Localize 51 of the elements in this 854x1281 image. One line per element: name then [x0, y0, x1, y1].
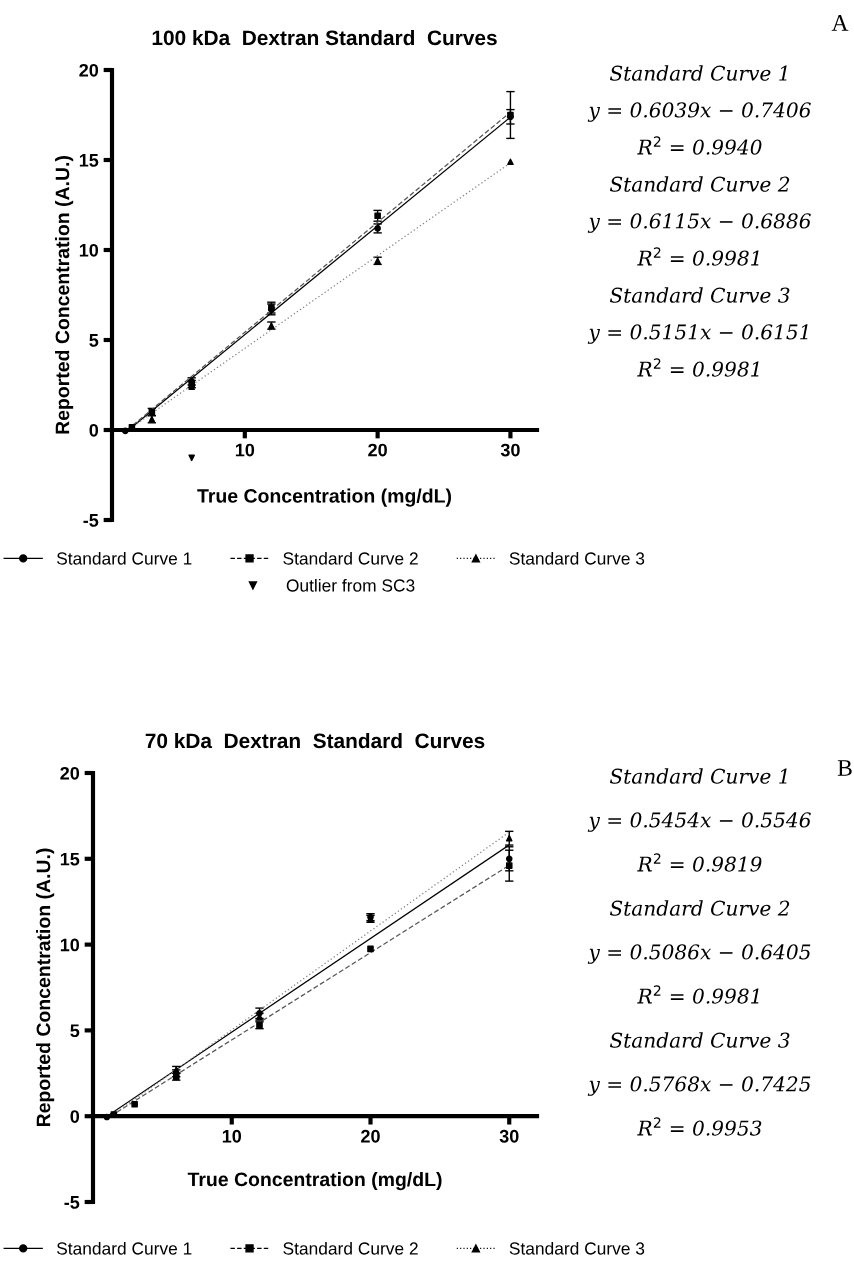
text: y = 0.6039x − 0.7406: [587, 102, 811, 122]
y-tick-label: 20: [79, 63, 99, 77]
y-tick-label: 15: [60, 852, 80, 866]
legend-label: Standard Curve 3: [509, 1241, 645, 1255]
y-tick-label: 15: [79, 154, 99, 167]
text: Standard Curve 3: [609, 287, 790, 303]
y-axis-title: Reported Concentration (A.U.): [36, 848, 55, 1127]
y-tick-label: 0: [89, 423, 99, 437]
text: Standard Curve 3: [609, 1032, 790, 1048]
text: Standard Curve 1: [609, 65, 787, 81]
text: R$^{2}$ = 0.9940: [637, 136, 762, 155]
text: B: [837, 760, 852, 776]
text: R$^{2}$ = 0.9819: [637, 853, 762, 872]
y-axis-title: Reported Concentration (A.U.): [55, 156, 74, 434]
text: Standard Curve 2: [609, 900, 790, 916]
x-tick-label: 20: [368, 443, 387, 457]
x-axis-title: True Concentration (mg/dL): [187, 1171, 442, 1191]
chart-title: 100 kDa Dextran Standard Curves: [152, 29, 497, 46]
x-tick-label: 10: [222, 1129, 242, 1143]
x-tick-label: 20: [361, 1129, 380, 1143]
x-tick-label: 10: [235, 443, 255, 457]
text: Standard Curve 2: [609, 176, 790, 192]
text: Standard Curve 1: [609, 768, 787, 784]
legend-label: Outlier from SC3: [286, 578, 415, 592]
text: R$^{2}$ = 0.9953: [637, 1117, 762, 1136]
text: R$^{2}$ = 0.9981: [637, 985, 759, 1004]
y-tick-label: -5: [83, 514, 99, 527]
legend-label: Standard Curve 3: [509, 551, 645, 565]
text: y = 0.5086x − 0.6405: [587, 944, 811, 964]
y-tick-label: 20: [60, 766, 80, 780]
legend-label: Standard Curve 2: [283, 551, 418, 565]
text: A: [831, 15, 849, 31]
text: R$^{2}$ = 0.9981: [637, 358, 759, 377]
text: y = 0.5151x − 0.6151: [587, 324, 808, 344]
y-tick-label: 5: [70, 1024, 80, 1038]
x-tick-label: 30: [500, 443, 520, 457]
legend-label: Standard Curve 1: [56, 551, 192, 565]
y-tick-label: 10: [79, 243, 99, 257]
text: y = 0.5454x − 0.5546: [587, 812, 811, 832]
text: y = 0.6115x − 0.6886: [587, 213, 811, 233]
x-tick-label: 30: [499, 1129, 519, 1143]
y-tick-label: -5: [64, 1196, 80, 1209]
chart-title: 70 kDa Dextran Standard Curves: [145, 732, 485, 749]
y-tick-label: 10: [60, 938, 80, 952]
legend-label: Standard Curve 1: [56, 1241, 192, 1255]
text: y = 0.5768x − 0.7425: [587, 1076, 811, 1096]
x-axis-title: True Concentration (mg/dL): [197, 488, 452, 507]
text: R$^{2}$ = 0.9981: [637, 247, 759, 266]
y-tick-label: 0: [70, 1110, 80, 1123]
legend-label: Standard Curve 2: [283, 1241, 418, 1255]
y-tick-label: 5: [89, 334, 99, 347]
